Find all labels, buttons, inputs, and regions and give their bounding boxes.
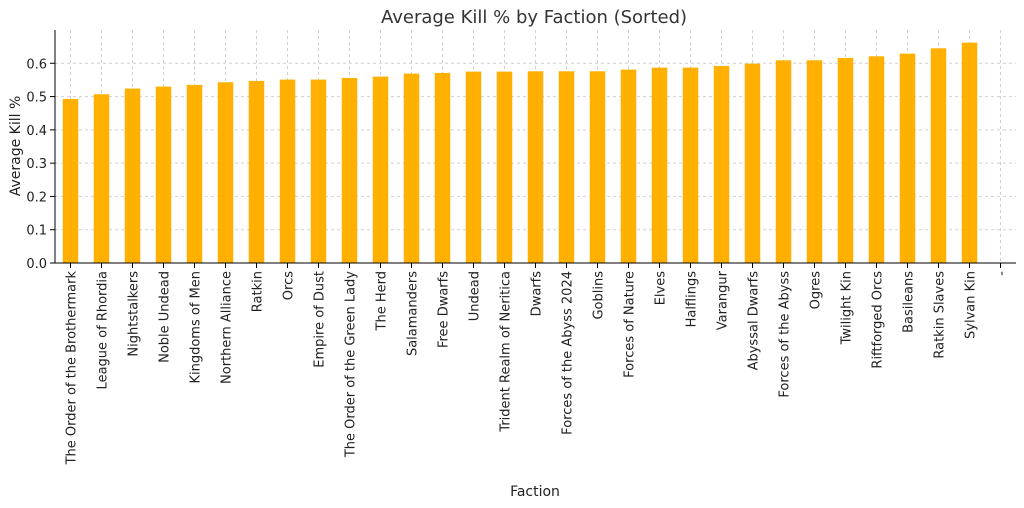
y-ticks: 0.0 0.1 0.2 0.3 0.4 0.5 0.6	[26, 57, 55, 272]
x-tick-label: The Order of the Green Lady	[344, 271, 359, 458]
y-tick-label: 0.0	[26, 257, 47, 272]
bars	[62, 42, 978, 264]
bar	[558, 71, 575, 263]
x-tick-label: The Order of the Brothermark	[65, 271, 80, 466]
x-tick-label: Nightstalkers	[127, 271, 142, 357]
y-tick-label: 0.5	[26, 91, 47, 106]
bar	[899, 53, 916, 263]
x-tick-label: Kingdoms of Men	[189, 271, 204, 384]
bar	[217, 82, 234, 263]
bar	[279, 79, 296, 264]
x-tick-label: Basileans	[902, 271, 917, 333]
bar	[744, 63, 761, 263]
bar	[651, 67, 668, 263]
x-tick-label: Twilight Kin	[840, 271, 855, 345]
y-tick-label: 0.4	[26, 124, 47, 139]
y-tick-label: 0.3	[26, 157, 47, 172]
bar	[713, 65, 730, 263]
bar	[837, 57, 854, 264]
bar	[527, 71, 544, 263]
x-tick-label: Salamanders	[406, 271, 421, 356]
x-tick-label: Halflings	[685, 271, 700, 328]
bar	[248, 80, 265, 263]
x-tick-label: Empire of Dust	[313, 271, 328, 368]
x-tick-label: Abyssal Dwarfs	[747, 271, 762, 371]
bar	[341, 77, 358, 263]
bar	[124, 88, 141, 263]
bar	[806, 60, 823, 263]
x-tick-label: Sylvan Kin	[964, 271, 979, 339]
x-tick-label: Free Dwarfs	[437, 271, 452, 348]
bar	[155, 86, 172, 263]
bar	[930, 48, 947, 263]
bar	[310, 79, 327, 264]
x-tick-label: Varangur	[716, 270, 731, 330]
x-tick-label: Trident Realm of Neritica	[499, 271, 514, 433]
bar	[465, 71, 482, 263]
x-tick-label: Forces of the Abyss 2024	[561, 271, 576, 435]
x-ticks: The Order of the Brothermark League of Rh…	[65, 263, 1010, 465]
bar	[403, 73, 420, 264]
x-tick-label: Elves	[654, 271, 669, 306]
x-tick-label: Forces of the Abyss	[778, 271, 793, 398]
chart-title: Average Kill % by Faction (Sorted)	[381, 7, 687, 28]
x-axis-label: Faction	[510, 484, 560, 500]
y-tick-label: 0.1	[26, 224, 47, 239]
bar	[868, 56, 885, 263]
bar	[961, 42, 978, 263]
bar	[62, 98, 79, 263]
x-tick-label: Forces of Nature	[623, 271, 638, 378]
y-tick-label: 0.6	[26, 57, 47, 72]
bar	[496, 71, 513, 263]
bar	[682, 67, 699, 263]
bar	[372, 76, 389, 263]
x-tick-label: Undead	[468, 271, 483, 321]
bar	[775, 60, 792, 263]
bar	[589, 71, 606, 263]
bar	[186, 84, 203, 264]
x-tick-label: The Herd	[375, 271, 390, 331]
bar	[620, 69, 637, 263]
y-axis-label: Average Kill %	[8, 96, 24, 197]
bar	[434, 72, 451, 263]
x-tick-label: Ogres	[809, 271, 824, 310]
x-tick-label: Orcs	[282, 271, 297, 300]
x-tick-label: Dwarfs	[530, 271, 545, 317]
x-tick-label: Ratkin	[251, 271, 266, 312]
bar	[93, 94, 110, 264]
x-tick-label: Goblins	[592, 271, 607, 320]
x-tick-label: Noble Undead	[158, 271, 173, 363]
y-tick-label: 0.2	[26, 190, 47, 205]
x-tick-label: Riftforged Orcs	[871, 271, 886, 369]
x-tick-label: Ratkin Slaves	[933, 271, 948, 359]
x-tick-label: League of Rhordia	[96, 271, 111, 389]
x-tick-label: Northern Alliance	[220, 271, 235, 384]
x-tick-label: -	[995, 271, 1010, 276]
